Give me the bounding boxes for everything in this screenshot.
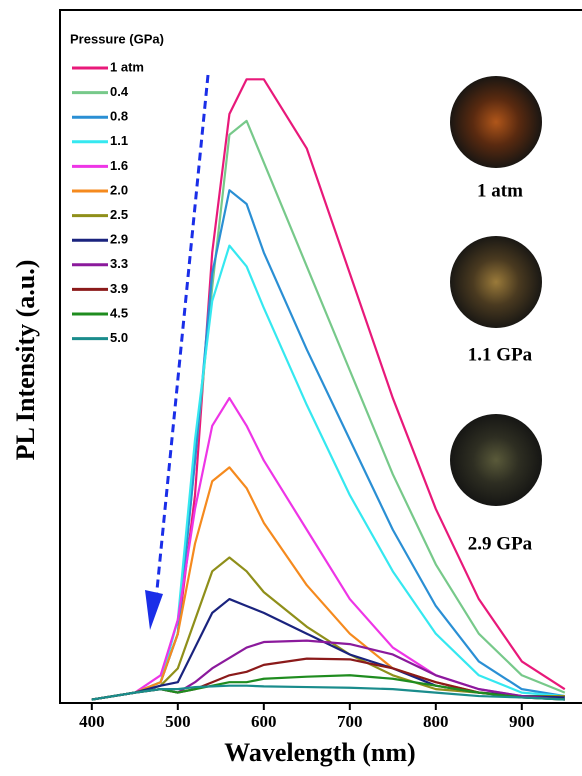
legend-label: 5.0 [110,330,128,345]
legend-label: 2.0 [110,182,128,197]
legend-label: 1.1 [110,133,128,148]
inset-label: 2.9 GPa [468,533,533,554]
x-axis-label: Wavelength (nm) [224,738,415,767]
legend-label: 0.8 [110,109,128,124]
inset-label: 1 atm [477,180,523,201]
inset-photo [450,236,542,328]
legend-label: 4.5 [110,305,128,320]
x-tick-label: 400 [79,712,105,731]
chart: 1 atm 1.1 GPa 2.9 GPa Pressure (GPa) Wav… [0,0,582,776]
arrow-head [145,590,163,630]
x-tick-label: 900 [509,712,535,731]
x-tick-label: 800 [423,712,449,731]
legend-title: Pressure (GPa) [70,31,164,46]
legend-label: 2.5 [110,207,128,222]
x-tick-label: 700 [337,712,363,731]
series-line [92,79,565,699]
legend-label: 1.6 [110,158,128,173]
legend-label: 3.3 [110,256,128,271]
y-axis-label: PL Intensity (a.u.) [11,260,40,461]
legend-label: 3.9 [110,281,128,296]
inset-photo [450,414,542,506]
x-tick-label: 600 [251,712,277,731]
legend-label: 0.4 [110,84,129,99]
legend-label: 1 atm [110,59,144,74]
x-tick-label: 500 [165,712,191,731]
inset-photo [450,76,542,168]
legend-label: 2.9 [110,232,128,247]
inset-label: 1.1 GPa [468,344,533,365]
